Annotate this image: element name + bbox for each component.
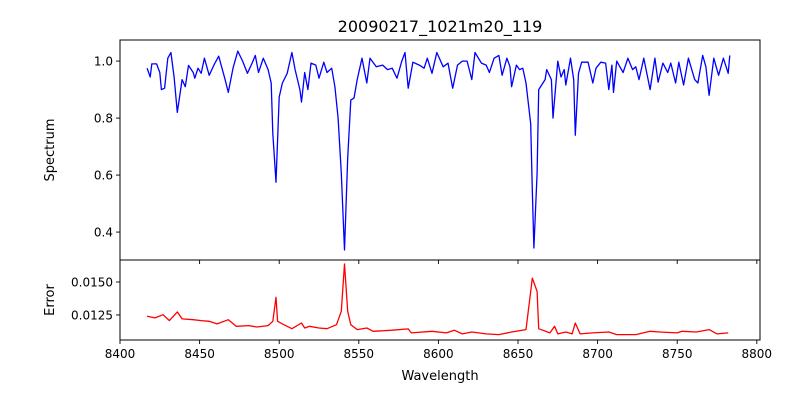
chart-title: 20090217_1021m20_119 bbox=[338, 17, 543, 37]
y-tick-label: 0.0125 bbox=[71, 308, 113, 322]
x-tick-label: 8400 bbox=[105, 347, 136, 361]
x-tick-label: 8650 bbox=[503, 347, 534, 361]
x-tick-label: 8800 bbox=[742, 347, 773, 361]
y-tick-label: 0.8 bbox=[94, 112, 113, 126]
x-tick-label: 8600 bbox=[423, 347, 454, 361]
error-axes: 8400 8450 8500 8550 8600 8650 8700 8750 8800 0.01… bbox=[71, 259, 773, 361]
error-series-line bbox=[146, 263, 729, 336]
y-tick-label: 0.4 bbox=[94, 226, 113, 240]
spectrum-y-axis-label: Spectrum bbox=[43, 119, 58, 182]
x-tick-label: 8500 bbox=[264, 347, 295, 361]
x-axis-label: Wavelength bbox=[401, 369, 478, 384]
x-tick-label: 8450 bbox=[184, 347, 215, 361]
x-tick-label: 8750 bbox=[662, 347, 693, 361]
axes-frame bbox=[119, 259, 761, 341]
y-tick-label: 0.0150 bbox=[71, 276, 113, 290]
y-tick-label: 0.6 bbox=[94, 169, 113, 183]
x-tick-label: 8550 bbox=[344, 347, 375, 361]
error-y-axis-label: Error bbox=[43, 284, 58, 316]
x-tick-label: 8700 bbox=[582, 347, 613, 361]
spectrum-series-line bbox=[146, 50, 731, 251]
y-tick-label: 1.0 bbox=[94, 55, 113, 69]
